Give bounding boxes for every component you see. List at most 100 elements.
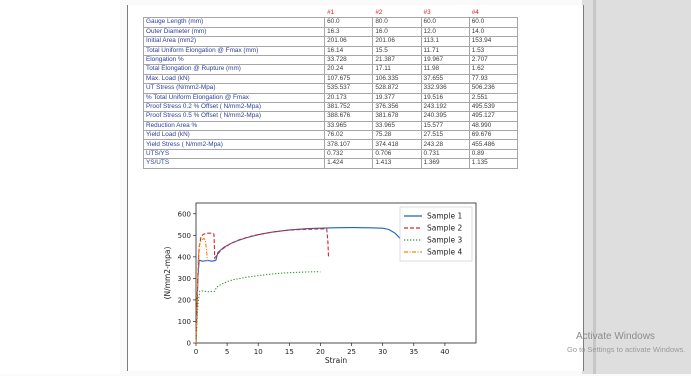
property-value: 77.93 xyxy=(468,73,519,85)
property-label: Max. Load (kN) xyxy=(142,73,326,85)
property-value: 48.990 xyxy=(468,120,519,132)
property-label: Gauge Length (mm) xyxy=(142,17,326,28)
property-value: 106.335 xyxy=(372,73,422,85)
x-tick-label: 0 xyxy=(194,348,198,356)
property-value: 113.1 xyxy=(420,36,470,47)
y-tick-label: 500 xyxy=(178,232,191,240)
property-value: 240.395 xyxy=(420,111,470,122)
property-value: 80.0 xyxy=(372,17,422,28)
table-row: UTS/YS 0.732 0.706 0.731 0.89 xyxy=(142,148,519,160)
property-value: 243.28 xyxy=(420,139,470,150)
table-row: Proof Stress 0.5 % Offset ( N/mm2-Mpa) 38… xyxy=(142,111,519,122)
property-value: 378.107 xyxy=(324,139,374,150)
table-row: Total Elongation @ Rupture (mm) 20.24 17.1… xyxy=(142,64,519,75)
y-tick-label: 600 xyxy=(178,210,191,218)
table-row: Proof Stress 0.2 % Offset ( N/mm2-Mpa) 38… xyxy=(142,101,519,113)
stress-strain-chart: 0 5 10 15 20 25 30 35 40 0 100 200 300 400 500 600 Strai… xyxy=(140,195,480,376)
property-label: UTS/YS xyxy=(142,148,326,160)
x-tick-label: 30 xyxy=(378,348,387,356)
x-tick-label: 25 xyxy=(347,348,356,356)
header-sample: #4 xyxy=(469,8,518,19)
property-value: 11.71 xyxy=(420,45,470,56)
property-value: 2.707 xyxy=(468,54,519,66)
property-label: Reduction Area % xyxy=(142,120,326,132)
property-value: 243.192 xyxy=(420,101,470,113)
property-label: Proof Stress 0.5 % Offset ( N/mm2-Mpa) xyxy=(142,111,326,122)
table-row: Yield Stress ( N/mm2-Mpa) 378.107 374.418 2… xyxy=(142,139,519,150)
properties-table: #1 #2 #3 #4 Gauge Length (mm) 60.0 80.0 60.0 60… xyxy=(142,8,519,169)
property-value: 16.3 xyxy=(324,26,374,38)
activate-windows-title: Activate Windows xyxy=(576,331,655,342)
property-value: 19.377 xyxy=(372,92,422,103)
property-value: 1.53 xyxy=(468,45,519,56)
property-value: 20.173 xyxy=(324,92,374,103)
chart-svg: 0 5 10 15 20 25 30 35 400100200300400500600Strai… xyxy=(163,202,477,365)
series-line-4 xyxy=(195,237,208,344)
legend-label: Sample 4 xyxy=(427,248,463,257)
property-label: Total Uniform Elongation @ Fmax (mm) xyxy=(142,45,326,56)
x-axis-label: Strain xyxy=(325,356,347,365)
table-row: Yield Load (kN) 76.02 75.28 27.515 69.676 xyxy=(142,130,519,141)
property-value: 381.678 xyxy=(372,111,422,122)
property-value: 107.675 xyxy=(324,73,374,85)
x-tick-label: 20 xyxy=(316,348,325,356)
legend-label: Sample 3 xyxy=(427,236,463,245)
property-value: 37.655 xyxy=(420,73,470,85)
property-label: Elongation % xyxy=(142,54,326,66)
legend-label: Sample 2 xyxy=(427,224,463,233)
property-value: 1.369 xyxy=(420,158,470,169)
y-axis-label: (N/mm2-mpa) xyxy=(163,247,172,300)
property-value: 15.577 xyxy=(420,120,470,132)
property-value: 16.14 xyxy=(324,45,374,56)
series-line-2 xyxy=(195,228,330,344)
property-value: 19.967 xyxy=(420,54,470,66)
property-value: 1.62 xyxy=(468,64,519,75)
scrollbar-track[interactable] xyxy=(593,0,596,374)
left-gutter xyxy=(0,0,120,374)
property-value: 76.02 xyxy=(324,130,374,141)
y-tick-label: 200 xyxy=(178,296,191,304)
header-sample: #2 xyxy=(372,8,422,19)
property-value: 16.0 xyxy=(372,26,422,38)
header-sample: #1 xyxy=(324,8,373,19)
table-row: Max. Load (kN) 107.675 106.335 37.655 77.93 xyxy=(142,73,519,85)
property-value: 0.731 xyxy=(420,148,470,160)
property-value: 1.413 xyxy=(372,158,422,169)
property-value: 21.387 xyxy=(372,54,422,66)
property-value: 495.539 xyxy=(468,101,519,113)
property-value: 528.872 xyxy=(372,83,422,94)
property-label: YS/UTS xyxy=(142,158,326,169)
property-label: Total Elongation @ Rupture (mm) xyxy=(142,64,326,75)
property-value: 1.135 xyxy=(468,158,519,169)
property-value: 506.236 xyxy=(468,83,519,94)
y-tick-label: 400 xyxy=(178,253,191,261)
property-label: Proof Stress 0.2 % Offset ( N/mm2-Mpa) xyxy=(142,101,326,113)
property-value: 201.06 xyxy=(372,36,422,47)
property-value: 33.728 xyxy=(324,54,374,66)
property-label: Yield Stress ( N/mm2-Mpa) xyxy=(142,139,326,150)
property-value: 33.965 xyxy=(324,120,374,132)
property-label: Yield Load (kN) xyxy=(142,130,326,141)
x-tick-label: 5 xyxy=(225,348,229,356)
y-tick-label: 100 xyxy=(178,318,191,326)
property-value: 1.424 xyxy=(324,158,374,169)
y-tick-label: 300 xyxy=(178,275,191,283)
property-value: 374.418 xyxy=(372,139,422,150)
property-value: 27.515 xyxy=(420,130,470,141)
property-value: 0.89 xyxy=(468,148,519,160)
property-value: 20.24 xyxy=(324,64,374,75)
property-value: 332.936 xyxy=(420,83,470,94)
property-value: 69.676 xyxy=(468,130,519,141)
property-value: 11.98 xyxy=(420,64,470,75)
property-value: 60.0 xyxy=(324,17,374,28)
property-value: 201.06 xyxy=(324,36,374,47)
property-value: 535.537 xyxy=(324,83,374,94)
property-value: 153.94 xyxy=(468,36,519,47)
table-row: Outer Diameter (mm) 16.3 16.0 12.0 14.0 xyxy=(142,26,519,38)
property-value: 14.0 xyxy=(468,26,519,38)
x-tick-label: 35 xyxy=(409,348,418,356)
property-value: 33.965 xyxy=(372,120,422,132)
property-value: 2.551 xyxy=(468,92,519,103)
viewer-background-right xyxy=(582,0,691,374)
property-value: 388.676 xyxy=(324,111,374,122)
